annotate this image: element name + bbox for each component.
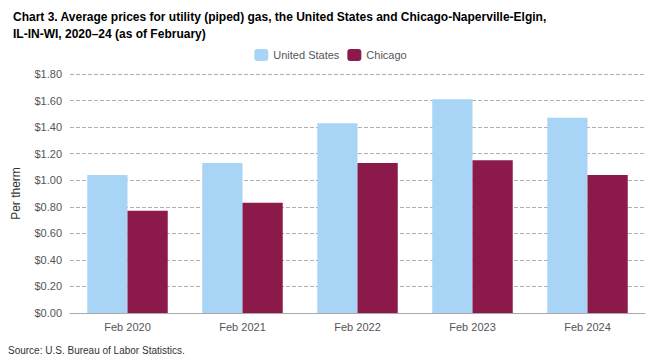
- svg-text:$1.80: $1.80: [34, 68, 62, 80]
- svg-text:Feb 2024: Feb 2024: [564, 321, 610, 333]
- svg-text:$1.60: $1.60: [34, 95, 62, 107]
- svg-text:$0.40: $0.40: [34, 254, 62, 266]
- svg-text:Feb 2022: Feb 2022: [334, 321, 380, 333]
- svg-text:IL-IN-WI, 2020–24 (as of Febru: IL-IN-WI, 2020–24 (as of February): [13, 27, 206, 41]
- svg-text:United States: United States: [273, 49, 340, 61]
- svg-text:Per therm: Per therm: [9, 167, 23, 220]
- svg-text:Feb 2021: Feb 2021: [219, 321, 265, 333]
- svg-text:Chicago: Chicago: [366, 49, 406, 61]
- svg-text:$0.60: $0.60: [34, 227, 62, 239]
- svg-text:$0.20: $0.20: [34, 280, 62, 292]
- svg-text:$1.20: $1.20: [34, 148, 62, 160]
- svg-text:$1.00: $1.00: [34, 174, 62, 186]
- svg-text:Feb 2023: Feb 2023: [449, 321, 495, 333]
- svg-text:$1.40: $1.40: [34, 121, 62, 133]
- svg-text:Feb 2020: Feb 2020: [104, 321, 150, 333]
- svg-text:$0.00: $0.00: [34, 307, 62, 319]
- svg-text:Chart 3. Average prices for ut: Chart 3. Average prices for utility (pip…: [13, 10, 546, 24]
- svg-text:$0.80: $0.80: [34, 201, 62, 213]
- svg-text:Source: U.S. Bureau of Labor S: Source: U.S. Bureau of Labor Statistics.: [8, 345, 185, 356]
